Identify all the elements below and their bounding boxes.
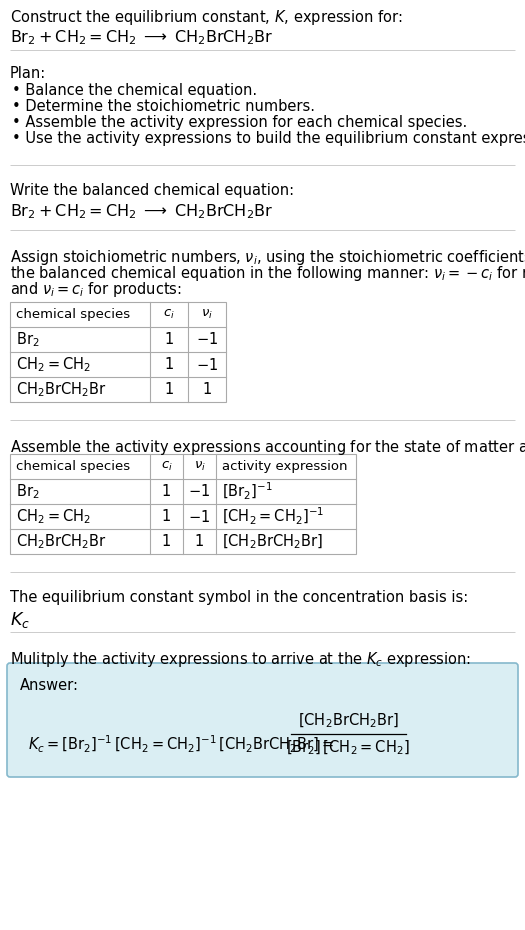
Text: Construct the equilibrium constant, $K$, expression for:: Construct the equilibrium constant, $K$,… [10,8,403,27]
Text: $[\mathrm{Br_2}]^{-1}$: $[\mathrm{Br_2}]^{-1}$ [222,481,273,502]
Text: chemical species: chemical species [16,460,130,473]
Text: $-1$: $-1$ [188,509,211,525]
Text: 1: 1 [164,357,174,372]
Text: $[\mathrm{Br_2}]\,[\mathrm{CH_2{=}CH_2}]$: $[\mathrm{Br_2}]\,[\mathrm{CH_2{=}CH_2}]… [286,738,410,757]
Text: 1: 1 [162,534,171,549]
Text: activity expression: activity expression [222,460,348,473]
Text: $\mathrm{CH_2BrCH_2Br}$: $\mathrm{CH_2BrCH_2Br}$ [16,380,107,399]
Text: The equilibrium constant symbol in the concentration basis is:: The equilibrium constant symbol in the c… [10,590,468,605]
Bar [10,302,226,402]
Text: 1: 1 [162,484,171,499]
Text: $-1$: $-1$ [196,331,218,348]
Text: Mulitply the activity expressions to arrive at the $K_c$ expression:: Mulitply the activity expressions to arr… [10,650,471,669]
Text: 1: 1 [164,332,174,347]
Text: Assign stoichiometric numbers, $\nu_i$, using the stoichiometric coefficients, $: Assign stoichiometric numbers, $\nu_i$, … [10,248,525,267]
Text: $-1$: $-1$ [188,484,211,499]
Text: $[\mathrm{CH_2BrCH_2Br}]$: $[\mathrm{CH_2BrCH_2Br}]$ [222,532,323,551]
Text: $\nu_i$: $\nu_i$ [194,460,205,473]
Text: $[\mathrm{CH_2{=}CH_2}]^{-1}$: $[\mathrm{CH_2{=}CH_2}]^{-1}$ [222,506,324,527]
Text: Answer:: Answer: [20,678,79,693]
Text: 1: 1 [164,382,174,397]
FancyBboxPatch shape [7,663,518,777]
Text: $\mathrm{CH_2{=}CH_2}$: $\mathrm{CH_2{=}CH_2}$ [16,507,91,525]
Text: $c_i$: $c_i$ [163,308,175,321]
Text: Plan:: Plan: [10,66,46,81]
Text: and $\nu_i = c_i$ for products:: and $\nu_i = c_i$ for products: [10,280,182,299]
Text: Write the balanced chemical equation:: Write the balanced chemical equation: [10,183,294,198]
Text: • Assemble the activity expression for each chemical species.: • Assemble the activity expression for e… [12,115,467,130]
Text: $\mathrm{CH_2BrCH_2Br}$: $\mathrm{CH_2BrCH_2Br}$ [16,532,107,551]
Text: $\mathrm{Br_2}$: $\mathrm{Br_2}$ [16,330,39,349]
Text: • Determine the stoichiometric numbers.: • Determine the stoichiometric numbers. [12,99,315,114]
Text: 1: 1 [202,382,212,397]
Bar [10,454,356,554]
Text: $\nu_i$: $\nu_i$ [201,308,213,321]
Text: $\mathrm{Br_2 + CH_2{=}CH_2 \;\longrightarrow\; CH_2BrCH_2Br}$: $\mathrm{Br_2 + CH_2{=}CH_2 \;\longright… [10,28,274,46]
Text: 1: 1 [195,534,204,549]
Text: Assemble the activity expressions accounting for the state of matter and $\nu_i$: Assemble the activity expressions accoun… [10,438,525,457]
Text: $\mathrm{Br_2}$: $\mathrm{Br_2}$ [16,482,39,501]
Text: chemical species: chemical species [16,308,130,321]
Text: • Use the activity expressions to build the equilibrium constant expression.: • Use the activity expressions to build … [12,131,525,146]
Text: $-1$: $-1$ [196,356,218,373]
Text: the balanced chemical equation in the following manner: $\nu_i = -c_i$ for react: the balanced chemical equation in the fo… [10,264,525,283]
Text: $[\mathrm{CH_2BrCH_2Br}]$: $[\mathrm{CH_2BrCH_2Br}]$ [298,711,398,730]
Text: $\mathrm{Br_2 + CH_2{=}CH_2 \;\longrightarrow\; CH_2BrCH_2Br}$: $\mathrm{Br_2 + CH_2{=}CH_2 \;\longright… [10,202,274,220]
Text: • Balance the chemical equation.: • Balance the chemical equation. [12,83,257,98]
Text: 1: 1 [162,509,171,524]
Text: $c_i$: $c_i$ [161,460,172,473]
Text: $K_c$: $K_c$ [10,610,30,630]
Text: $\mathrm{CH_2{=}CH_2}$: $\mathrm{CH_2{=}CH_2}$ [16,355,91,374]
Text: $K_c = [\mathrm{Br_2}]^{-1}\,[\mathrm{CH_2{=}CH_2}]^{-1}\,[\mathrm{CH_2BrCH_2Br}: $K_c = [\mathrm{Br_2}]^{-1}\,[\mathrm{CH… [28,734,334,755]
